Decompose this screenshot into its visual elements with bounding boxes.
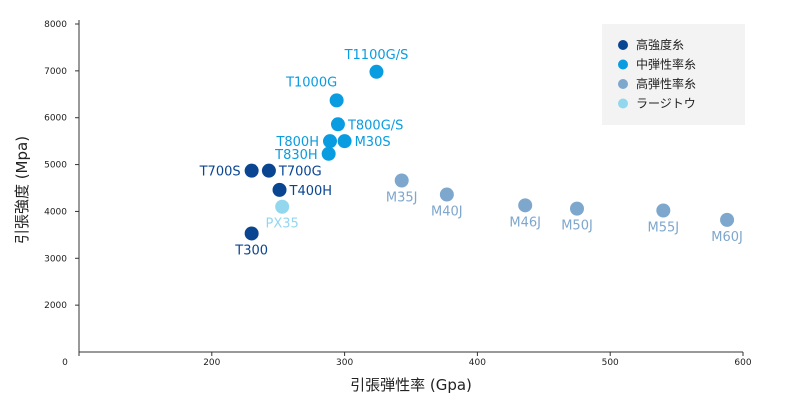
y-tick-label: 3000 <box>44 254 67 264</box>
legend-box <box>602 24 745 125</box>
x-tick-label: 400 <box>469 358 486 368</box>
y-axis-title: 引張強度 (Mpa) <box>13 136 31 244</box>
data-label: T700G <box>278 165 322 180</box>
tick-labels: 2000 3000 4000 5000 6000 7000 8000 0 200 300 400 50… <box>44 20 752 368</box>
x-tick-label: 500 <box>602 358 619 368</box>
x-tick-label: 300 <box>336 358 353 368</box>
data-point-t700g <box>261 163 276 178</box>
data-point-m35j <box>394 173 409 188</box>
y-tick-label: 6000 <box>44 114 67 124</box>
y-tick-label: 4000 <box>44 207 67 217</box>
legend-marker <box>618 79 628 89</box>
data-point-m55j <box>656 203 671 218</box>
data-point-m60j <box>720 212 735 227</box>
x-tick-label: 200 <box>203 358 220 368</box>
data-label: T400H <box>289 184 333 199</box>
x-tick-label: 600 <box>734 358 751 368</box>
data-label: M40J <box>431 205 463 220</box>
legend-label: 高弾性率糸 <box>636 76 696 91</box>
y-tick-label: 5000 <box>44 161 67 171</box>
data-point-t400h <box>272 182 287 197</box>
data-label: M55J <box>648 220 680 235</box>
data-label: T700S <box>199 165 241 180</box>
legend-label: 中弾性率糸 <box>636 57 696 72</box>
data-point-m40j <box>439 187 454 202</box>
x-tick-label: 0 <box>62 358 68 368</box>
data-label: T1000G <box>285 75 337 90</box>
data-label: PX35 <box>266 217 299 232</box>
data-point-t830h <box>321 146 336 161</box>
data-point-t800h <box>322 134 337 149</box>
data-label: M30S <box>355 135 391 150</box>
y-tick-label: 7000 <box>44 67 67 77</box>
legend-marker <box>618 59 628 70</box>
data-point-t800g-s <box>330 117 345 132</box>
data-label: M35J <box>386 191 418 206</box>
data-point-t300 <box>244 226 259 241</box>
legend-marker <box>618 98 628 109</box>
legend-label: ラージトウ <box>636 97 696 111</box>
data-point-m46j <box>518 198 533 213</box>
data-label: M50J <box>561 219 593 234</box>
data-label: T830H <box>274 148 318 163</box>
data-label: M46J <box>509 215 541 230</box>
data-point-px35 <box>275 199 290 214</box>
data-label: T800H <box>275 135 319 150</box>
x-axis-title: 引張弾性率 (Gpa) <box>350 376 472 394</box>
data-point-t1000g <box>329 93 344 108</box>
data-point-t700s <box>244 163 259 178</box>
data-points: T700S T700G T400H T300 T1100G/S T1000G T800G/S… <box>199 48 743 259</box>
y-tick-label: 2000 <box>44 301 67 311</box>
data-point-m30s <box>337 134 352 149</box>
data-label: T1100G/S <box>344 48 409 63</box>
data-label: T800G/S <box>347 118 403 133</box>
y-tick-label: 8000 <box>44 20 67 30</box>
legend-label: 高強度糸 <box>636 37 684 52</box>
data-label: M60J <box>711 230 743 245</box>
axes <box>78 20 743 353</box>
data-point-m50j <box>570 201 584 216</box>
legend-marker <box>618 40 628 50</box>
data-label: T300 <box>234 243 268 258</box>
data-point-t1100g-s <box>369 64 384 79</box>
